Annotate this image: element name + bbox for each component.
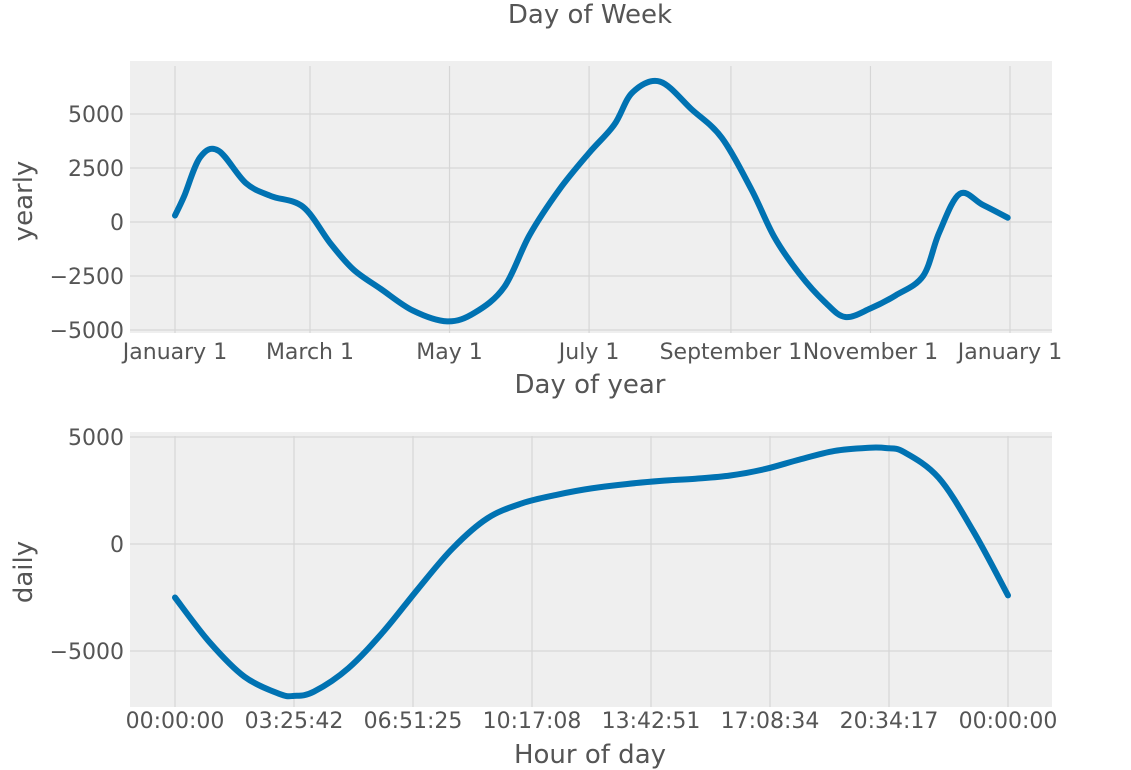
daily-x-tick-label: 10:17:08	[483, 709, 582, 734]
daily-grid	[130, 436, 1052, 707]
yearly-x-tick-label: July 1	[557, 340, 620, 365]
daily-series-line	[172, 444, 1011, 700]
yearly-y-tick-label: 2500	[68, 157, 124, 182]
yearly-y-tick-label: 5000	[68, 103, 124, 128]
yearly-series-line	[172, 77, 1011, 325]
yearly-x-tick-label: May 1	[416, 340, 482, 365]
yearly-x-tick-label: January 1	[956, 340, 1062, 365]
yearly-panel: 5000 2500 0 −2500 −5000 January 1 March 1 May …	[9, 61, 1062, 400]
daily-y-tick-label: −5000	[50, 640, 124, 665]
figure-title: Day of Week	[508, 0, 672, 30]
daily-y-ticks: 5000 0 −5000	[50, 426, 124, 665]
yearly-y-axis-label: yearly	[9, 161, 39, 242]
yearly-y-tick-label: −5000	[50, 319, 124, 344]
daily-panel: 5000 0 −5000 00:00:00 03:25:42 06:51:25 10:17…	[9, 426, 1057, 770]
yearly-x-tick-label: September 1	[660, 340, 803, 365]
yearly-grid	[130, 66, 1052, 333]
daily-x-axis-label: Hour of day	[514, 740, 666, 770]
daily-y-axis-label: daily	[9, 541, 39, 603]
yearly-x-ticks: January 1 March 1 May 1 July 1 September 1 No…	[121, 340, 1062, 365]
daily-x-tick-label: 17:08:34	[721, 709, 820, 734]
daily-x-tick-label: 00:00:00	[126, 709, 225, 734]
yearly-y-tick-label: −2500	[50, 265, 124, 290]
daily-y-tick-label: 5000	[68, 426, 124, 451]
yearly-y-tick-label: 0	[110, 211, 124, 236]
yearly-x-tick-label: November 1	[803, 340, 938, 365]
yearly-x-tick-label: March 1	[266, 340, 354, 365]
yearly-x-tick-label: January 1	[121, 340, 227, 365]
daily-x-tick-label: 03:25:42	[245, 709, 344, 734]
daily-x-ticks: 00:00:00 03:25:42 06:51:25 10:17:08 13:42:51…	[126, 709, 1058, 734]
daily-plot-area	[130, 432, 1052, 707]
daily-x-tick-label: 00:00:00	[959, 709, 1058, 734]
yearly-y-ticks: 5000 2500 0 −2500 −5000	[50, 103, 124, 344]
daily-x-tick-label: 13:42:51	[602, 709, 701, 734]
daily-x-tick-label: 06:51:25	[364, 709, 463, 734]
yearly-x-axis-label: Day of year	[515, 370, 666, 400]
daily-x-tick-label: 20:34:17	[840, 709, 939, 734]
daily-y-tick-label: 0	[110, 533, 124, 558]
